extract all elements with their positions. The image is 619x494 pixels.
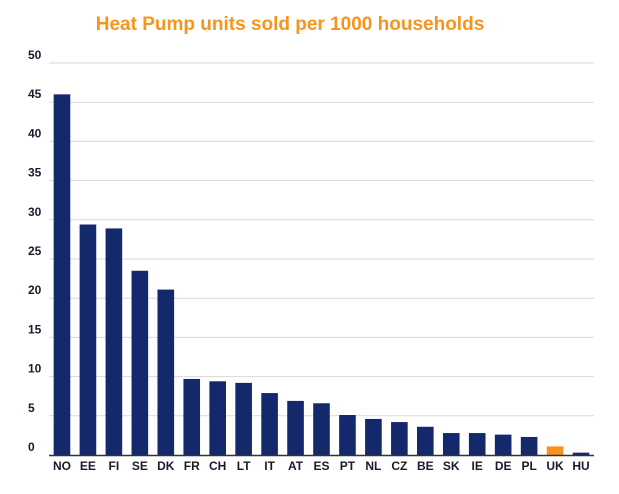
x-tick-label: IT [264,459,275,473]
bar-pl [520,436,538,455]
x-axis-ticks: NO EE FI SE DK FR CH LT IT AT ES PT NL CZ BE SK IE DE PL UK… [53,459,590,473]
x-tick-label: SK [443,459,460,473]
bar-fi [105,228,123,455]
y-tick-label: 5 [28,401,35,415]
y-tick-label: 30 [28,205,42,219]
y-axis-ticks: 0 5 10 15 20 25 30 35 40 45 50 [28,48,42,454]
bar-dk [157,289,175,455]
bar-it [261,393,278,455]
x-tick-label: NL [365,459,381,473]
y-tick-label: 0 [28,440,35,454]
x-tick-label: FR [184,459,200,473]
x-tick-label: AT [288,459,304,473]
y-tick-label: 10 [28,362,42,376]
y-tick-label: 50 [28,48,42,62]
x-tick-label: UK [546,459,564,473]
x-tick-label: FI [109,459,120,473]
bar-ee [79,224,97,455]
x-tick-label: IE [472,459,483,473]
y-tick-label: 20 [28,283,42,297]
bar-pt [339,415,356,455]
chart-title: Heat Pump units sold per 1000 households [95,14,485,35]
bar-lt [235,382,252,455]
bar-de [494,434,512,455]
bar-no [53,94,71,456]
x-tick-label: DK [157,459,175,473]
y-tick-label: 35 [28,166,42,180]
y-tick-label: 15 [28,322,42,336]
y-tick-label: 45 [28,87,42,101]
bar-at [287,400,304,455]
x-tick-label: NO [53,459,71,473]
x-tick-label: LT [237,459,251,473]
y-tick-label: 25 [28,244,42,258]
x-tick-label: EE [80,459,96,473]
bar-ch [209,381,226,455]
x-tick-label: CH [209,459,226,473]
bar-uk [546,446,564,455]
x-tick-label: PL [521,459,536,473]
bar-sk [442,433,460,455]
x-tick-label: SE [132,459,148,473]
x-tick-label: HU [572,459,589,473]
bar-hu [572,452,590,455]
bars [53,94,590,456]
x-tick-label: PT [340,459,356,473]
x-tick-label: CZ [391,459,407,473]
bar-fr [183,378,201,455]
bar-nl [365,418,382,455]
bar-be [417,426,434,455]
bar-ie [468,433,486,455]
y-tick-label: 40 [28,126,42,140]
bar-se [131,270,149,455]
bar-es [313,403,330,455]
bar-cz [391,422,408,455]
x-tick-label: DE [495,459,512,473]
x-tick-label: BE [417,459,434,473]
gridlines [49,62,594,417]
x-tick-label: ES [313,459,329,473]
